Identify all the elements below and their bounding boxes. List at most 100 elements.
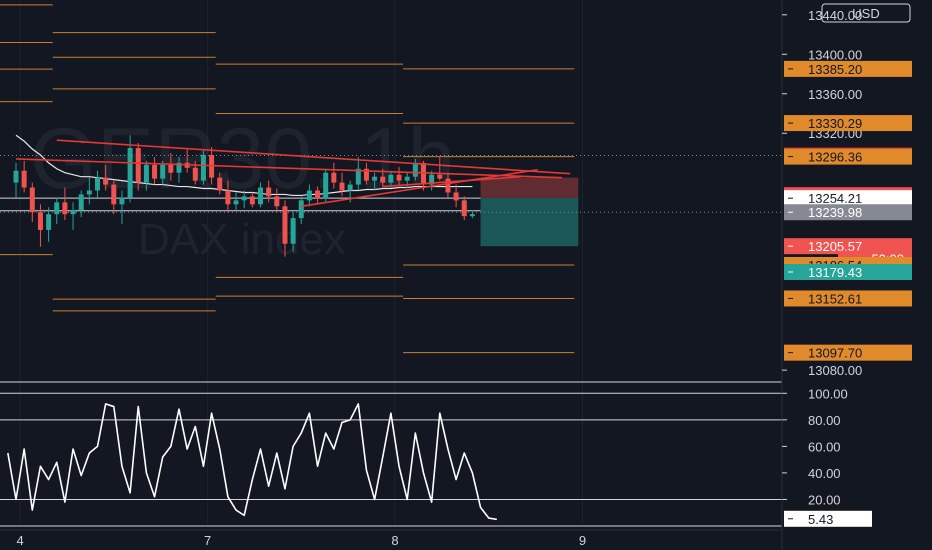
candle-body: [95, 177, 100, 191]
candle-body: [225, 190, 231, 205]
candle-body: [380, 176, 386, 183]
candle-body: [119, 197, 125, 205]
candle-body: [143, 164, 149, 183]
candle-body: [86, 190, 92, 195]
price-badge-label: 13239.98: [808, 205, 862, 220]
watermark-symbol: GER30, 1h: [30, 111, 455, 207]
candle-body: [274, 196, 280, 207]
candle-body: [355, 168, 361, 185]
oscillator-tick-label: 60.00: [808, 439, 841, 454]
oscillator-tick-label: 100.00: [808, 386, 848, 401]
candle-body: [233, 200, 239, 205]
candle-body: [282, 206, 288, 244]
candle-body: [62, 202, 68, 215]
price-tick-label: 13080.00: [808, 363, 862, 378]
price-badge-label: 13152.61: [808, 291, 862, 306]
candle-body: [249, 196, 255, 205]
candle-body: [111, 184, 117, 205]
price-badge: [784, 60, 912, 77]
candle-body: [78, 194, 84, 211]
candle-body: [445, 178, 451, 193]
position-stop-zone: [480, 177, 579, 199]
candle-body: [21, 170, 27, 188]
candle-body: [70, 210, 76, 215]
price-tick-label: 13400.00: [808, 47, 862, 62]
candle-body: [461, 200, 467, 217]
candle-body: [437, 174, 443, 179]
candle-body: [217, 177, 223, 191]
candle-body: [404, 176, 410, 181]
price-badge-label: 13097.70: [808, 346, 862, 361]
candle-body: [412, 162, 418, 177]
candle-body: [258, 187, 263, 205]
price-badge: [784, 290, 912, 307]
candle-body: [54, 202, 60, 215]
candle-body: [13, 170, 19, 183]
candle-body: [241, 196, 247, 201]
candle-body: [266, 187, 272, 197]
oscillator-tick-label: 80.00: [808, 413, 841, 428]
price-badge: [784, 263, 912, 280]
price-badge: [784, 148, 912, 165]
candle-body: [453, 192, 459, 201]
oscillator-value-badge: [784, 510, 872, 527]
price-badge-label: 13179.43: [808, 265, 862, 280]
candle-body: [306, 190, 312, 201]
oscillator-tick-label: 40.00: [808, 466, 841, 481]
price-badge-label: 13205.57: [808, 239, 862, 254]
candle-body: [135, 148, 141, 183]
watermark-description: DAX index: [138, 215, 346, 264]
candle-body: [323, 172, 329, 199]
time-axis-label: 8: [391, 533, 398, 548]
candle-body: [29, 187, 35, 213]
candle-body: [396, 174, 402, 181]
candle-body: [176, 162, 182, 173]
trendline: [301, 168, 538, 208]
price-badge-label: 13330.29: [808, 116, 862, 131]
price-badge-label: 13296.36: [808, 150, 862, 165]
candle-body: [429, 174, 435, 185]
time-axis-label: 7: [204, 533, 211, 548]
price-badge: [784, 344, 912, 361]
candle-body: [331, 172, 337, 183]
price-tick-label: 13360.00: [808, 87, 862, 102]
candle-body: [152, 164, 158, 179]
trendline: [15, 158, 563, 179]
candle-body: [160, 164, 166, 179]
oscillator-tick-label: 20.00: [808, 492, 841, 507]
candle-body: [37, 212, 43, 230]
candle-body: [363, 168, 369, 181]
time-axis-label: 4: [17, 533, 24, 548]
candle-body: [339, 182, 345, 191]
candle-body: [372, 176, 378, 181]
price-badge: [784, 190, 912, 207]
trendline: [382, 175, 522, 188]
candle-body: [192, 167, 198, 181]
candle-body: [103, 177, 109, 185]
trendline: [56, 139, 571, 175]
currency-button: [821, 3, 911, 23]
candle-body: [315, 190, 321, 199]
candle-body: [46, 214, 52, 230]
price-tick-label: 13440.00: [808, 8, 862, 23]
candle-body: [168, 164, 174, 173]
price-badge: [784, 115, 912, 132]
candle-body: [421, 162, 426, 185]
price-badge: [784, 238, 912, 255]
oscillator-line: [7, 403, 497, 521]
price-badge-label: 13385.20: [808, 62, 862, 77]
candle-body: [200, 154, 206, 181]
currency-label: USD: [852, 6, 879, 21]
candle-body: [388, 174, 394, 183]
time-axis-label: 9: [579, 533, 586, 548]
candle-body: [469, 214, 475, 217]
position-target-zone: [480, 198, 579, 247]
oscillator-value-label: 5.43: [808, 512, 833, 527]
candle-body: [347, 184, 353, 191]
price-badge: [784, 204, 912, 221]
candle-body: [290, 218, 296, 244]
candle-body: [298, 200, 304, 219]
candle-body: [127, 148, 133, 198]
